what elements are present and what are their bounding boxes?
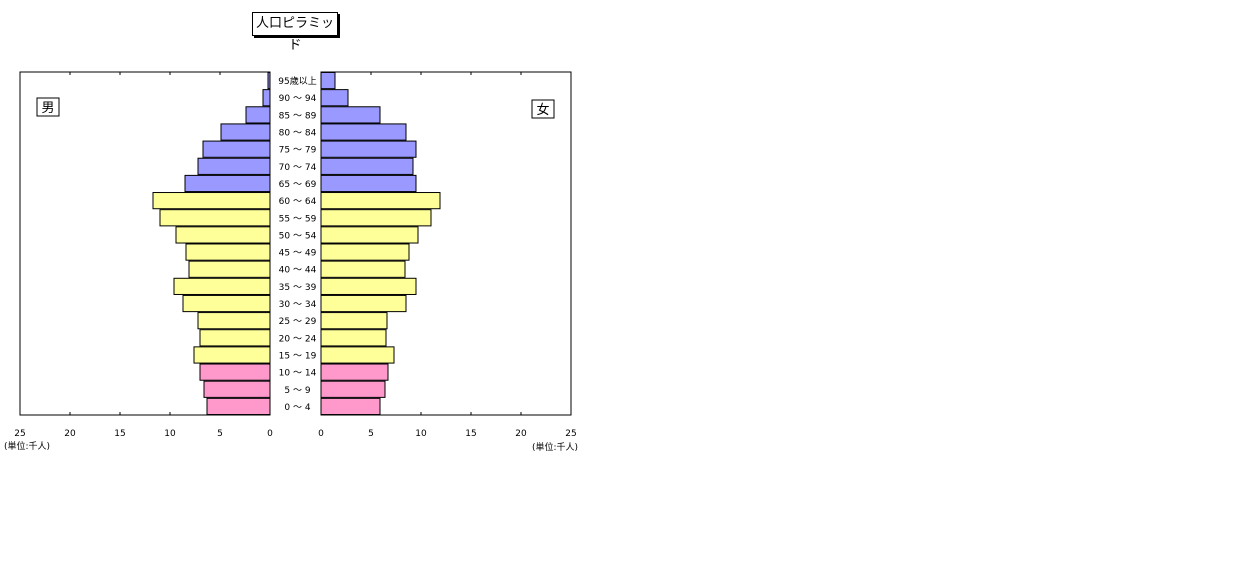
female-bar xyxy=(320,329,387,347)
female-bar xyxy=(320,192,441,210)
age-group-label: 75 ～ 79 xyxy=(279,146,317,156)
age-group-label: 50 ～ 54 xyxy=(279,231,317,241)
male-label-box xyxy=(36,97,60,117)
age-group-label: 5 ～ 9 xyxy=(284,386,310,396)
age-group-label: 10 ～ 14 xyxy=(279,369,317,379)
age-group-label: 90 ～ 94 xyxy=(279,94,317,104)
male-bar xyxy=(199,329,271,347)
female-bar xyxy=(320,346,395,364)
age-group-label: 35 ～ 39 xyxy=(279,283,317,293)
female-axis-tick-label: 25 xyxy=(565,429,576,439)
male-bar xyxy=(197,157,271,175)
female-axis-tick-label: 20 xyxy=(515,429,527,439)
male-bar xyxy=(262,89,271,107)
male-bar xyxy=(175,226,271,244)
male-axis-tick-label: 10 xyxy=(164,429,176,439)
chart-title: 人口ピラミッド xyxy=(252,12,338,53)
female-axis-tick-label: 15 xyxy=(465,429,476,439)
male-bar xyxy=(202,140,271,158)
age-group-label: 15 ～ 19 xyxy=(279,351,317,361)
age-group-label: 85 ～ 89 xyxy=(279,111,317,121)
male-bar xyxy=(185,243,271,261)
male-axis-tick-label: 15 xyxy=(114,429,125,439)
male-bar xyxy=(188,260,271,278)
female-bar xyxy=(320,363,389,381)
male-bar xyxy=(220,123,271,141)
female-bar xyxy=(320,174,417,193)
male-bar xyxy=(173,277,271,295)
female-bar xyxy=(320,312,388,330)
male-axis-tick-label: 20 xyxy=(64,429,76,439)
unit-label-left: (単位:千人) xyxy=(4,440,50,452)
female-axis-tick-label: 10 xyxy=(415,429,427,439)
male-bar xyxy=(203,380,271,398)
female-bar xyxy=(320,226,419,244)
female-bar xyxy=(320,89,349,107)
female-bar xyxy=(320,277,417,295)
male-bar xyxy=(245,106,271,124)
male-bar xyxy=(159,209,271,227)
age-group-label: 70 ～ 74 xyxy=(279,163,317,173)
male-bar xyxy=(182,294,271,313)
age-group-label: 20 ～ 24 xyxy=(279,334,317,344)
age-group-label: 95歳以上 xyxy=(278,75,316,87)
female-axis-tick-label: 5 xyxy=(368,429,374,439)
female-bar xyxy=(320,380,386,398)
female-label-box xyxy=(531,99,555,119)
male-axis-tick-label: 25 xyxy=(14,429,25,439)
male-bar xyxy=(199,363,271,381)
male-bar xyxy=(193,346,271,364)
male-bar xyxy=(197,312,271,330)
age-group-label: 80 ～ 84 xyxy=(279,129,317,139)
male-axis-tick-label: 0 xyxy=(267,429,273,439)
male-label: 男 xyxy=(41,101,54,116)
female-bar xyxy=(320,243,410,261)
male-bar xyxy=(206,397,271,416)
female-bar xyxy=(320,123,407,141)
female-bar xyxy=(320,397,381,416)
unit-label-right: (単位:千人) xyxy=(532,441,578,453)
age-group-label: 25 ～ 29 xyxy=(279,317,317,327)
age-group-label: 65 ～ 69 xyxy=(279,180,317,190)
age-group-label: 60 ～ 64 xyxy=(279,197,317,207)
female-bar xyxy=(320,260,406,278)
female-bar xyxy=(320,157,414,175)
female-bar xyxy=(320,106,381,124)
female-bar xyxy=(320,294,407,313)
female-bar xyxy=(320,71,336,90)
male-axis-tick-label: 5 xyxy=(217,429,223,439)
female-label: 女 xyxy=(536,102,549,118)
age-group-label: 30 ～ 34 xyxy=(279,300,317,310)
male-bar xyxy=(152,192,271,210)
age-group-label: 0 ～ 4 xyxy=(284,403,310,413)
age-group-label: 55 ～ 59 xyxy=(279,214,317,224)
age-group-label: 45 ～ 49 xyxy=(279,249,317,259)
male-bar xyxy=(267,71,271,90)
male-bar xyxy=(184,174,271,193)
age-group-label: 40 ～ 44 xyxy=(279,266,317,276)
female-axis-tick-label: 0 xyxy=(318,429,324,439)
female-bar xyxy=(320,140,417,158)
female-bar xyxy=(320,209,432,227)
